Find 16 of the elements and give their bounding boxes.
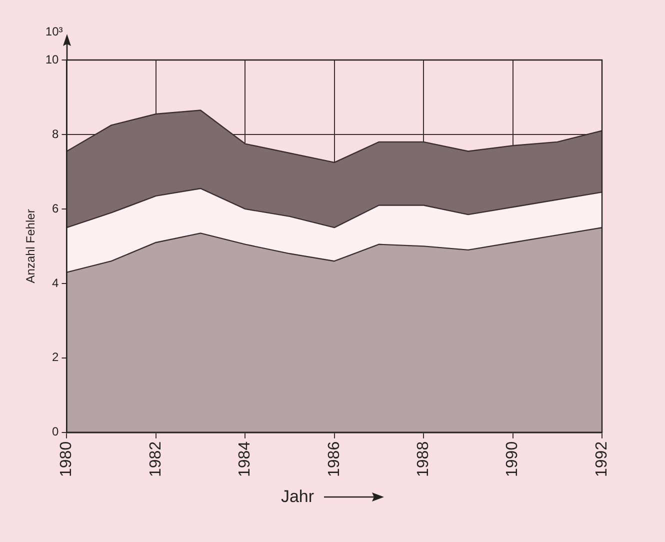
x-tick-label: 1982: [147, 441, 164, 477]
y-tick-label: 0: [52, 424, 60, 439]
text: 10³: [45, 24, 63, 38]
y-tick-label: 4: [52, 276, 60, 290]
y-tick-label: 8: [52, 126, 60, 141]
y-tick-label: 2: [52, 350, 60, 364]
x-tick-label: 1980: [58, 441, 76, 477]
x-tick-label: 1988: [414, 441, 432, 477]
x-tick-label: 1992: [593, 441, 610, 477]
y-axis-title: Anzahl Fehler: [24, 209, 38, 284]
y-tick-label: 6: [52, 201, 60, 216]
x-axis-title: Jahr: [280, 487, 314, 507]
y-tick-label: 10: [45, 52, 60, 66]
x-tick-label: 1990: [504, 441, 522, 477]
x-tick-label: 1984: [236, 441, 254, 477]
x-tick-label: 1986: [326, 441, 343, 477]
